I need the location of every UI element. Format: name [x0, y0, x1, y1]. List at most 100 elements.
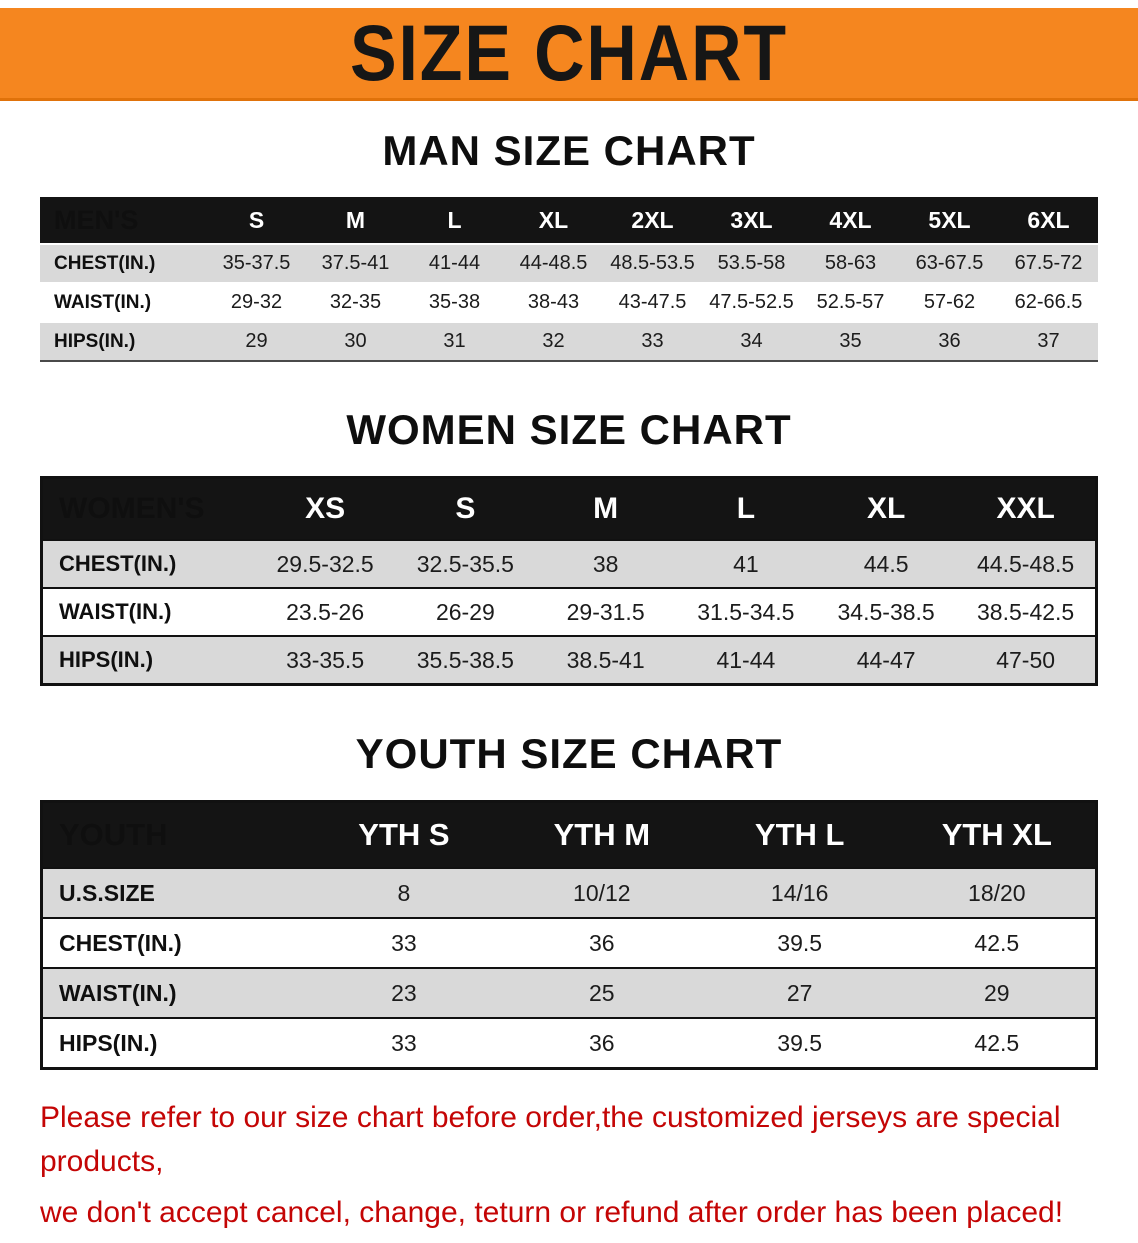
notice-line-1: Please refer to our size chart before or…: [40, 1101, 1061, 1178]
value-cell: 42.5: [898, 917, 1097, 968]
size-table: YOUTH YTH S YTH M YTH L YTH XL U.S.SIZE 8 10/12…: [40, 800, 1098, 1070]
table-row: HIPS(IN.) 33 36 39.5 42.5: [41, 1017, 1097, 1069]
value-cell: 35-38: [405, 282, 504, 322]
notice-line-2: we don't accept cancel, change, teturn o…: [40, 1196, 1064, 1229]
value-cell: 58-63: [801, 243, 900, 283]
row-label-cell: WAIST(IN.): [41, 587, 255, 636]
value-cell: 38.5-41: [535, 635, 676, 685]
value-cell: 23.5-26: [255, 587, 396, 636]
value-cell: 47-50: [956, 635, 1097, 685]
value-cell: 42.5: [898, 1017, 1097, 1069]
table-row: U.S.SIZE 8 10/12 14/16 18/20: [41, 867, 1097, 918]
value-cell: 29.5-32.5: [255, 539, 396, 588]
size-header-cell: YTH M: [502, 800, 701, 868]
value-cell: 31: [405, 321, 504, 361]
women-section-heading: WOMEN SIZE CHART: [346, 406, 792, 453]
value-cell: 33: [305, 917, 503, 968]
value-cell: 67.5-72: [999, 243, 1098, 283]
table-title-cell: YOUTH: [41, 800, 305, 868]
value-cell: 29: [207, 321, 306, 361]
size-header-cell: S: [207, 197, 306, 244]
value-cell: 33: [603, 321, 702, 361]
value-cell: 36: [502, 917, 701, 968]
footer-notice: Please refer to our size chart before or…: [40, 1096, 1100, 1235]
value-cell: 37: [999, 321, 1098, 361]
size-header-cell: 6XL: [999, 197, 1098, 244]
value-cell: 62-66.5: [999, 282, 1098, 322]
value-cell: 35-37.5: [207, 243, 306, 283]
size-header-cell: XL: [816, 476, 957, 540]
value-cell: 41-44: [675, 635, 816, 685]
size-header-cell: 4XL: [801, 197, 900, 244]
size-header-cell: XS: [255, 476, 396, 540]
value-cell: 26-29: [395, 587, 536, 636]
men-size-table: MEN'S S M L XL 2XL 3XL 4XL 5XL 6XL CHEST(IN.) 35-37…: [40, 197, 1098, 362]
value-cell: 36: [502, 1017, 701, 1069]
value-cell: 44-47: [816, 635, 957, 685]
size-header-cell: XXL: [956, 476, 1097, 540]
size-header-cell: M: [535, 476, 676, 540]
value-cell: 35.5-38.5: [395, 635, 536, 685]
row-label-cell: U.S.SIZE: [41, 867, 305, 918]
size-header-cell: YTH XL: [898, 800, 1097, 868]
value-cell: 38.5-42.5: [956, 587, 1097, 636]
table-row: HIPS(IN.) 33-35.5 35.5-38.5 38.5-41 41-44 44-…: [41, 635, 1097, 685]
value-cell: 57-62: [900, 282, 999, 322]
value-cell: 48.5-53.5: [603, 243, 702, 283]
size-header-cell: 2XL: [603, 197, 702, 244]
value-cell: 25: [502, 967, 701, 1018]
size-header-cell: YTH L: [700, 800, 899, 868]
youth-size-table: YOUTH YTH S YTH M YTH L YTH XL U.S.SIZE 8 10/12…: [40, 800, 1098, 1070]
row-label-cell: CHEST(IN.): [40, 243, 207, 283]
value-cell: 44-48.5: [504, 243, 603, 283]
banner: SIZE CHART: [0, 8, 1138, 101]
size-header-cell: S: [395, 476, 536, 540]
value-cell: 41: [675, 539, 816, 588]
value-cell: 33-35.5: [255, 635, 396, 685]
value-cell: 43-47.5: [603, 282, 702, 322]
row-label-cell: HIPS(IN.): [41, 635, 255, 685]
value-cell: 37.5-41: [306, 243, 405, 283]
value-cell: 29: [898, 967, 1097, 1018]
youth-section-heading: YOUTH SIZE CHART: [355, 730, 783, 777]
value-cell: 29-32: [207, 282, 306, 322]
table-row: WAIST(IN.) 23 25 27 29: [41, 967, 1097, 1018]
value-cell: 38-43: [504, 282, 603, 322]
size-header-cell: YTH S: [305, 800, 503, 868]
table-title-cell: MEN'S: [40, 197, 207, 244]
table-row: WAIST(IN.) 29-32 32-35 35-38 38-43 43-47.5 47.…: [40, 282, 1098, 322]
value-cell: 10/12: [502, 867, 701, 918]
section-men: MAN SIZE CHART MEN'S S M L XL 2XL 3XL 4XL 5XL 6XL…: [0, 127, 1138, 362]
page-title: SIZE CHART: [350, 8, 788, 98]
value-cell: 44.5: [816, 539, 957, 588]
value-cell: 35: [801, 321, 900, 361]
row-label-cell: HIPS(IN.): [40, 321, 207, 361]
value-cell: 18/20: [898, 867, 1097, 918]
size-header-cell: 5XL: [900, 197, 999, 244]
value-cell: 53.5-58: [702, 243, 801, 283]
table-row: CHEST(IN.) 29.5-32.5 32.5-35.5 38 41 44.5 44.5…: [41, 539, 1097, 588]
row-label-cell: CHEST(IN.): [41, 539, 255, 588]
value-cell: 8: [305, 867, 503, 918]
section-youth: YOUTH SIZE CHART YOUTH YTH S YTH M YTH L YTH…: [0, 730, 1138, 1070]
value-cell: 41-44: [405, 243, 504, 283]
value-cell: 38: [535, 539, 676, 588]
value-cell: 27: [700, 967, 899, 1018]
size-table: WOMEN'S XS S M L XL XXL CHEST(IN.) 29.5-32.5 32.5…: [40, 476, 1098, 686]
value-cell: 32: [504, 321, 603, 361]
value-cell: 29-31.5: [535, 587, 676, 636]
value-cell: 36: [900, 321, 999, 361]
table-row: HIPS(IN.) 29 30 31 32 33 34 35 36 37: [40, 321, 1098, 361]
value-cell: 52.5-57: [801, 282, 900, 322]
size-table: MEN'S S M L XL 2XL 3XL 4XL 5XL 6XL CHEST(IN.) 35-37…: [40, 197, 1098, 362]
table-row: WAIST(IN.) 23.5-26 26-29 29-31.5 31.5-34.5 34…: [41, 587, 1097, 636]
size-header-cell: 3XL: [702, 197, 801, 244]
women-size-table: WOMEN'S XS S M L XL XXL CHEST(IN.) 29.5-32.5 32.5…: [40, 476, 1098, 686]
table-header-row: MEN'S S M L XL 2XL 3XL 4XL 5XL 6XL: [40, 197, 1098, 244]
value-cell: 63-67.5: [900, 243, 999, 283]
table-row: CHEST(IN.) 35-37.5 37.5-41 41-44 44-48.5 48.5…: [40, 243, 1098, 283]
table-header-row: WOMEN'S XS S M L XL XXL: [41, 476, 1097, 540]
value-cell: 32.5-35.5: [395, 539, 536, 588]
size-header-cell: XL: [504, 197, 603, 244]
